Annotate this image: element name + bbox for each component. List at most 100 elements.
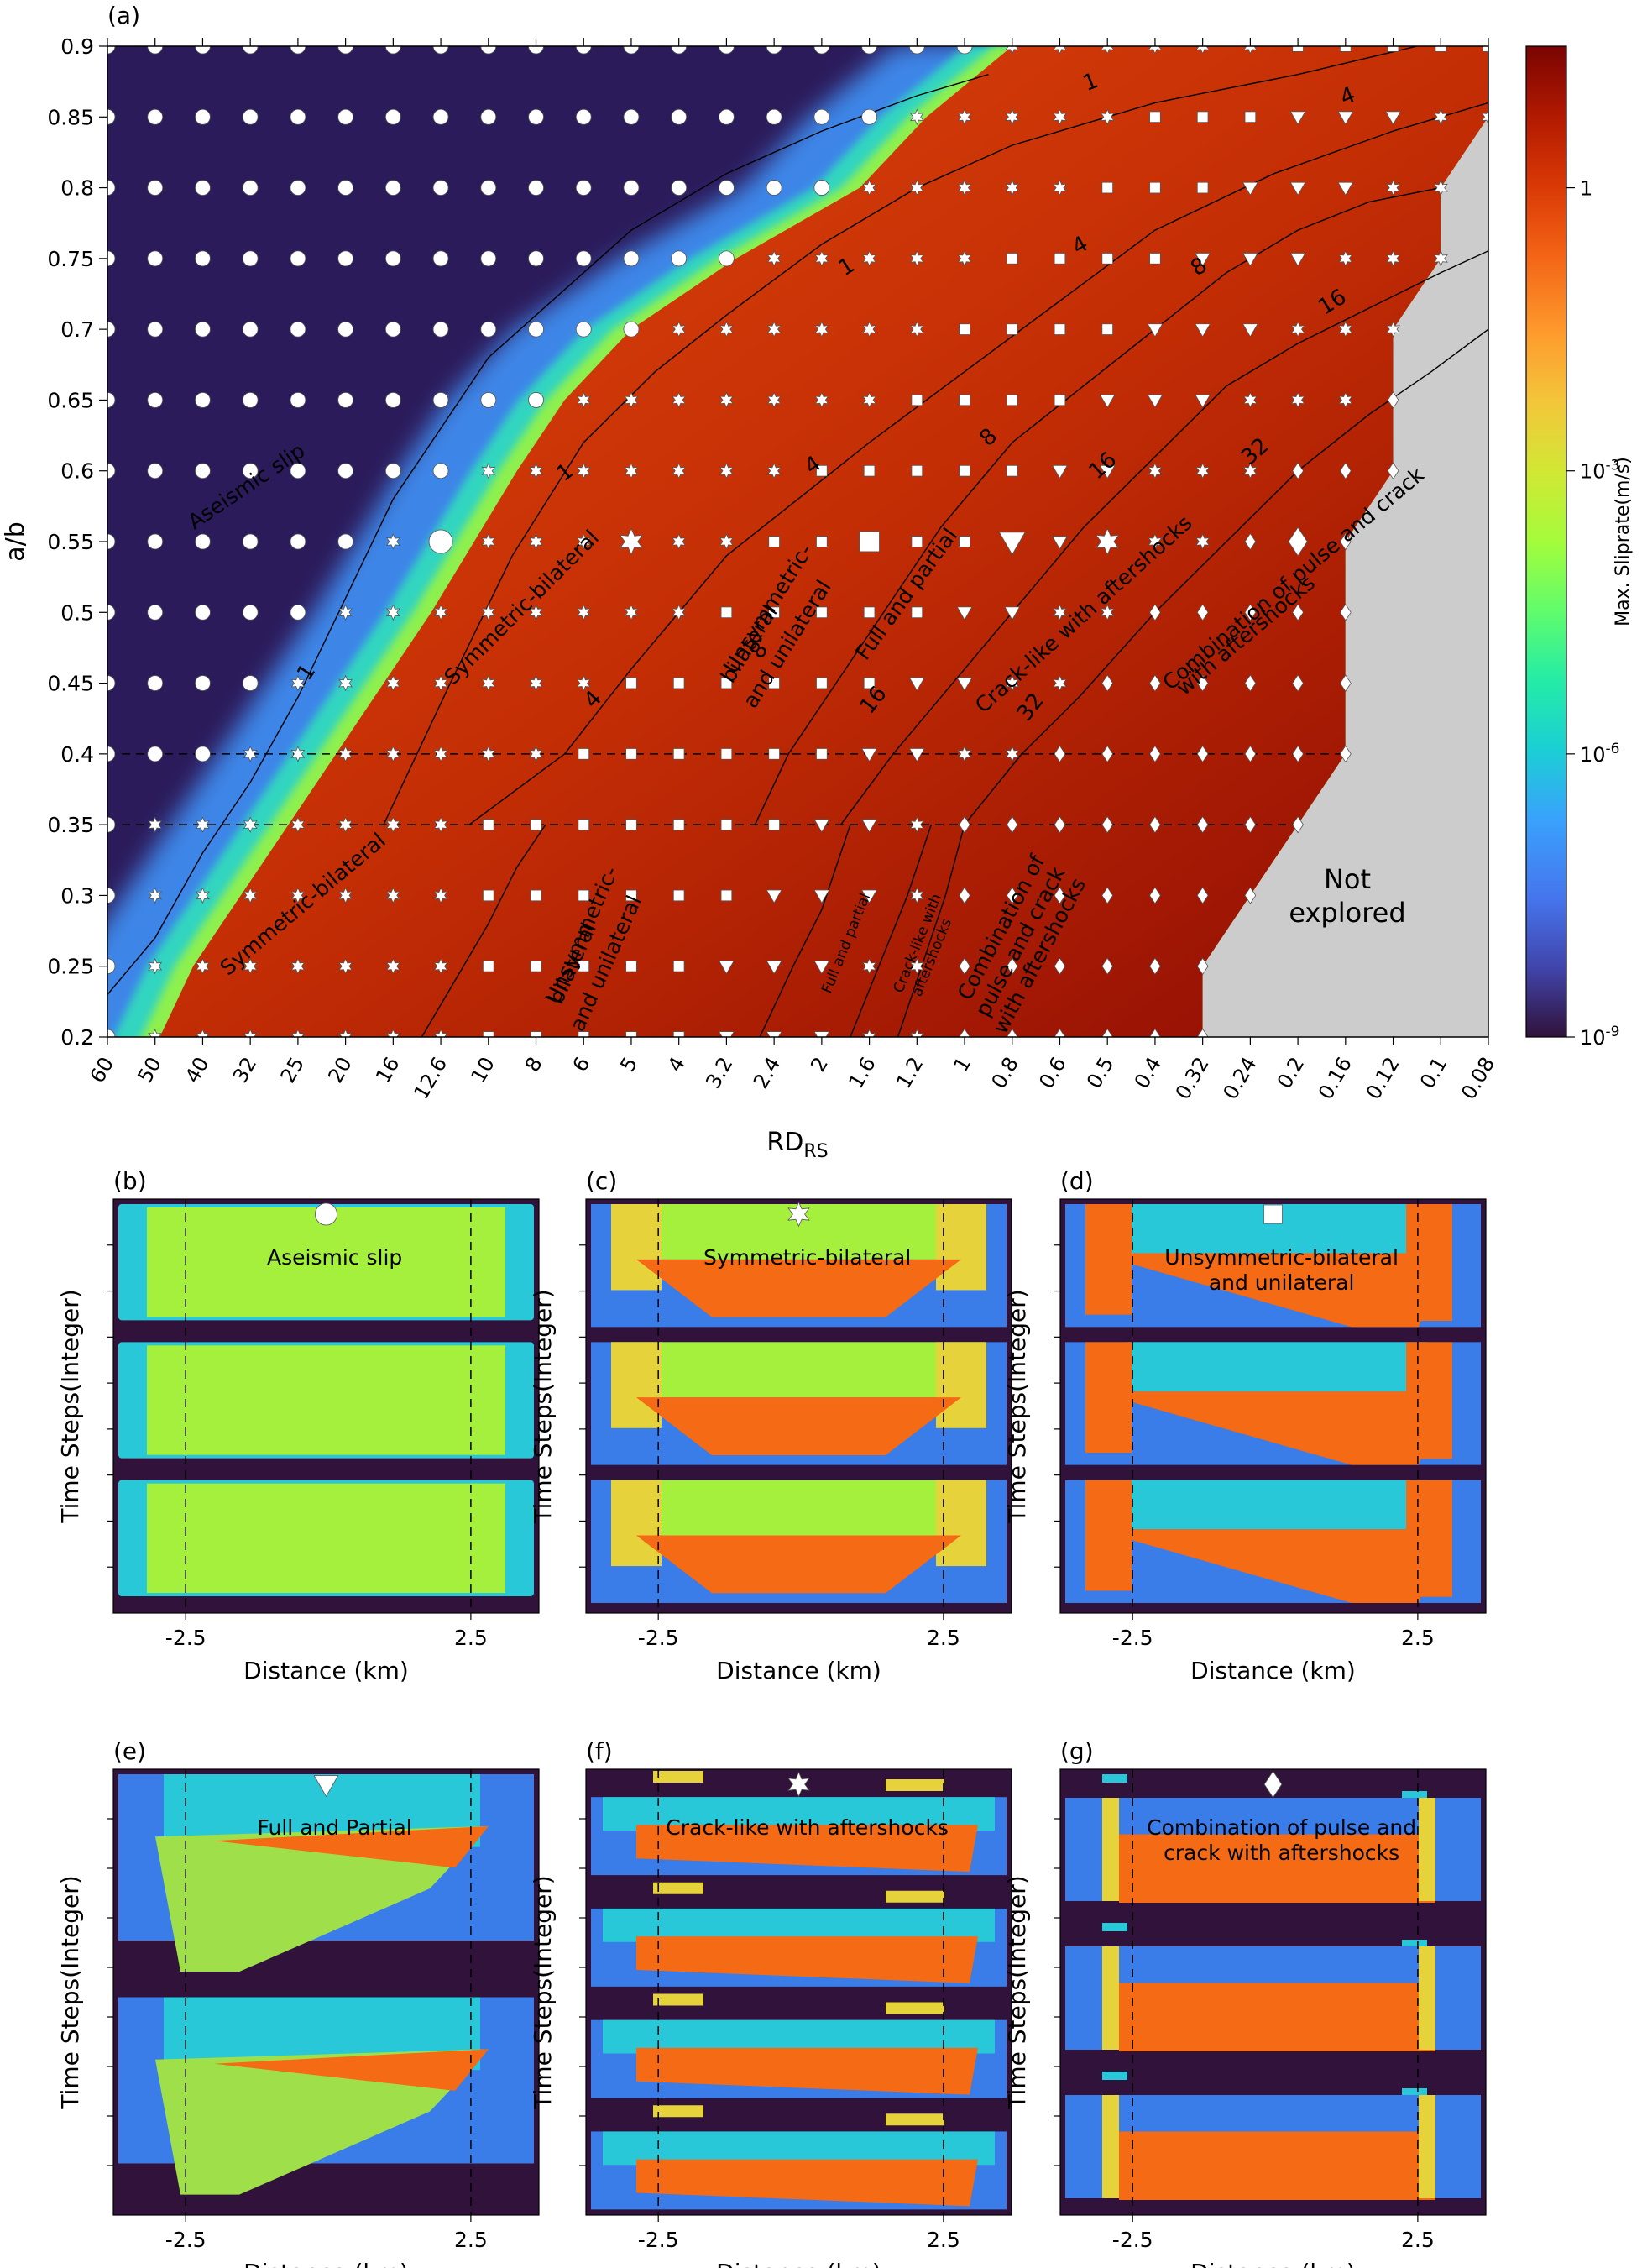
x-tick-label: 2.4 [749,1053,785,1092]
edge-left [1102,1946,1119,2050]
x-tick-label: 2.5 [1401,2228,1435,2252]
y-tick-label: 0.4 [60,742,94,767]
marker-diamond [1339,462,1352,480]
rupture-front [636,1825,978,1873]
marker-star [1386,179,1401,196]
marker-square [1435,46,1447,52]
x-tick-label: 0.32 [1171,1053,1214,1103]
contour-lines [107,46,1488,1037]
marker-triangle [1385,111,1402,125]
panel-b: (b) Aseismic slip -2.5 2.5 Distance (km) Time… [56,1167,540,1684]
y-axis-label: Time Steps(Integer) [529,1875,557,2109]
y-tick-label: 0.5 [60,600,94,625]
marker-diamond [1196,674,1209,692]
y-tick-label: 0.55 [47,530,94,554]
marker-circle [107,958,116,975]
panel-marker [1263,1204,1283,1224]
marker-diamond [1149,957,1161,976]
marker-circle [766,180,782,196]
marker-circle [147,533,164,550]
marker-triangle [766,960,782,975]
marker-square [1006,394,1018,406]
marker-square [483,960,494,972]
edge-right [936,1204,986,1291]
marker-diamond [1196,745,1209,763]
marker-circle [195,180,211,196]
svg-text:explored: explored [1289,897,1405,929]
marker-square [1054,253,1066,265]
marker-square [816,606,828,619]
marker-circle [107,46,116,55]
x-tick-label: 20 [323,1053,357,1087]
marker-circle [813,180,830,196]
marker-circle [432,250,449,267]
marker-circle [575,180,592,196]
marker-circle [719,180,735,196]
marker-star [862,391,877,409]
marker-diamond [959,815,970,834]
marker-circle [384,108,401,125]
marker-star [433,957,448,975]
marker-triangle [1337,111,1354,125]
x-tick-label: 1.6 [844,1053,880,1092]
aftershock-left [653,2105,703,2118]
marker-square [578,1031,590,1037]
marker-star [338,1029,353,1037]
marker-star [957,746,972,762]
marker-triangle [1289,181,1306,196]
marker-star [1338,321,1353,338]
panel-frame [1059,1768,1487,2216]
marker-square [625,960,637,972]
marker-star [243,816,258,833]
marker-square [816,677,828,689]
marker-square [816,536,828,547]
marker-star [719,533,734,550]
marker-square [911,606,923,619]
marker-triangle [813,960,830,975]
marker-circle [107,321,116,338]
colorbar-gradient [1525,45,1567,1038]
marker-triangle [1242,181,1258,196]
marker-square [768,677,780,689]
marker-circle [242,180,259,196]
marker-circle [861,46,877,55]
marker-square [1149,181,1161,194]
panel-marker [1263,1770,1283,1799]
marker-diamond [1244,887,1257,904]
marker-star [766,250,782,267]
x-tick-label: -2.5 [1112,1626,1153,1650]
marker-circle [107,108,116,125]
colorbar: 1 10-3 10-6 10-9 Max. Sliprate(m/s) [1525,45,1634,1050]
marker-triangle [1289,253,1306,267]
x-tick-label: 1 [949,1053,975,1076]
marker-diamond [1149,887,1161,904]
x-tick-label: 2.5 [927,2228,960,2252]
marker-circle [107,604,116,621]
x-tick-label: 50 [133,1053,166,1087]
marker-star [624,604,639,621]
marker-triangle [1147,394,1164,409]
marker-star [1481,108,1488,126]
x-tick-label: 6 [568,1053,595,1076]
marker-square [863,677,876,689]
slip-zone [155,1825,489,1972]
marker-triangle [1242,253,1258,267]
marker-star [957,108,972,126]
marker-circle [337,250,354,267]
marker-star [1148,46,1163,55]
marker-diamond [1054,957,1066,976]
marker-triangle [861,748,878,762]
y-tick-label: 0.25 [47,955,94,979]
rupture-zone [1119,2131,1435,2200]
marker-star [1005,108,1020,126]
marker-circle [528,180,544,196]
edge-left [611,1342,662,1428]
marker-star [338,674,353,692]
slip-band [147,1207,505,1317]
marker-circle [290,46,306,55]
regime-label: Unsymmetric-bilateral [1164,1245,1399,1270]
marker-star [1005,674,1020,692]
panel-image [113,1769,539,2215]
aftershock-left [653,1993,703,2006]
marker-circle [956,46,973,55]
